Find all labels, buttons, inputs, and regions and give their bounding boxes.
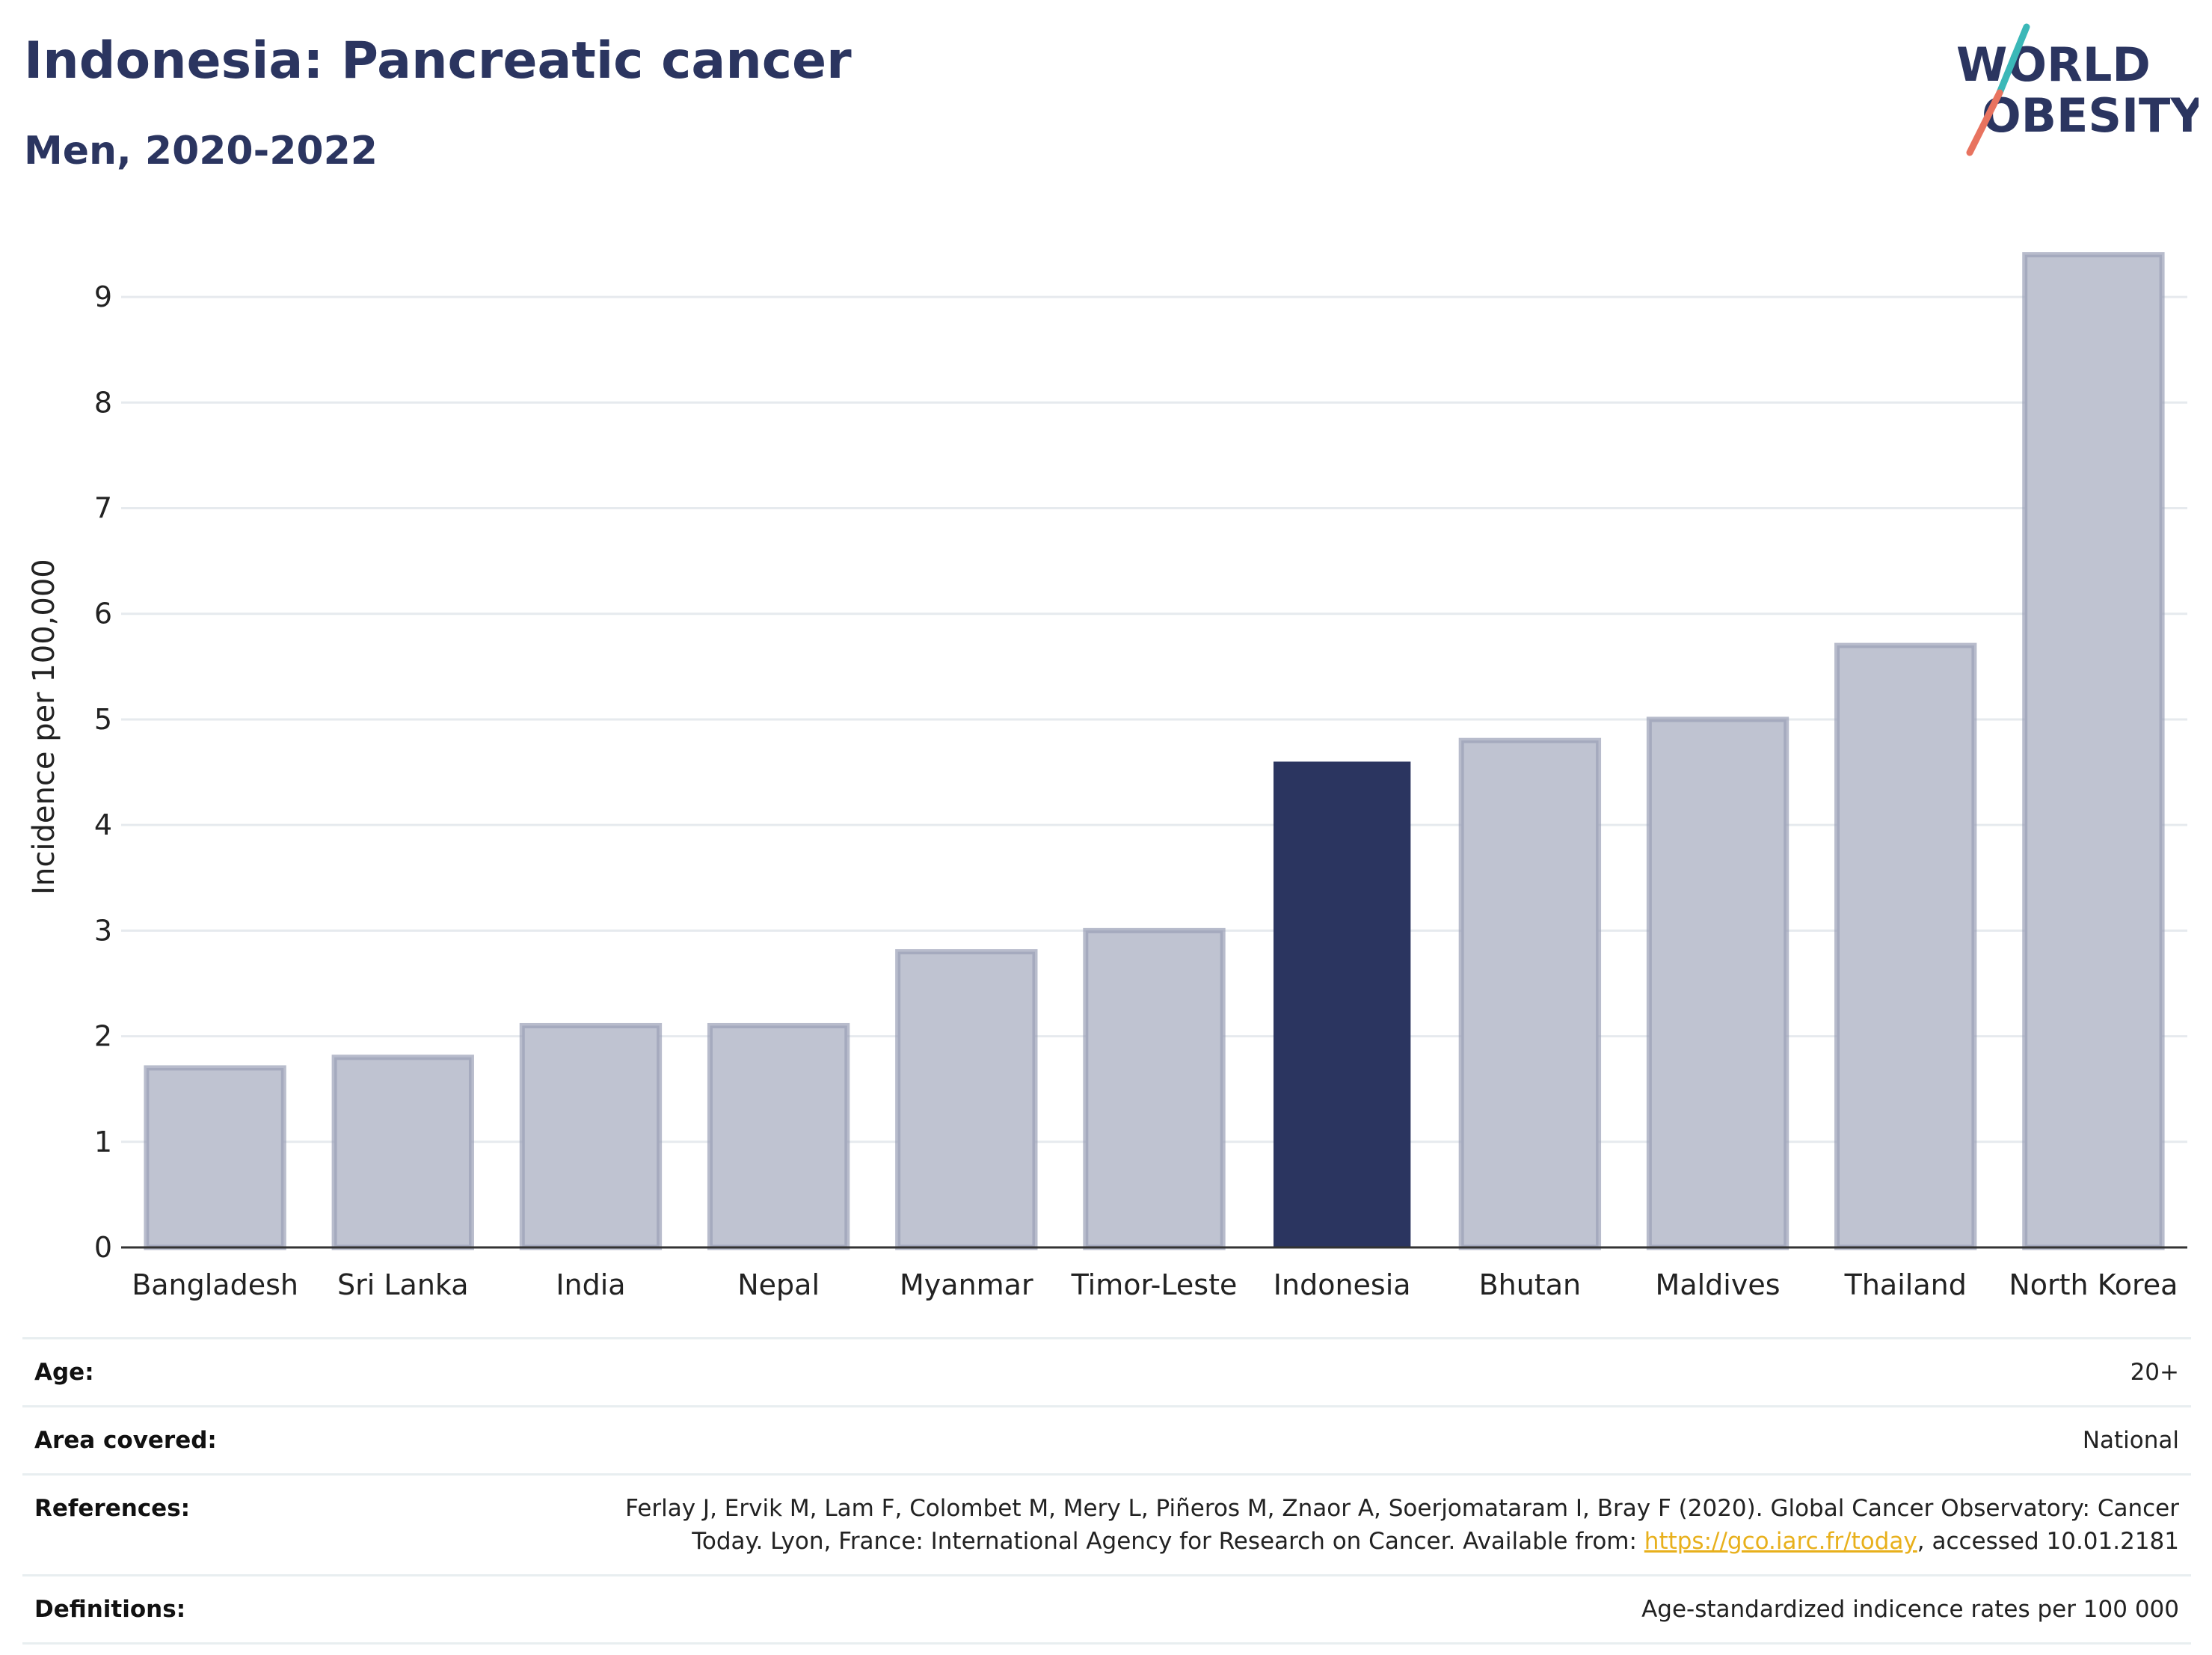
bar-india[interactable]: [519, 1022, 663, 1250]
references-label: References:: [34, 1495, 191, 1522]
bar-north-korea[interactable]: [2022, 252, 2165, 1250]
logo-slash-coral: [1966, 89, 2003, 156]
age-value: 20+: [2130, 1359, 2179, 1386]
references-value: Ferlay J, Ervik M, Lam F, Colombet M, Me…: [549, 1492, 2179, 1558]
references-link[interactable]: https://gco.iarc.fr/today: [1644, 1528, 1917, 1555]
logo-text-world: WORLD: [1956, 37, 2151, 92]
bar-timor-leste[interactable]: [1083, 927, 1226, 1250]
info-table: Age: 20+ Area covered: National Referenc…: [22, 1337, 2191, 1645]
world-obesity-logo: WORLD OBESITY: [1956, 23, 2199, 156]
bar-sri-lanka[interactable]: [331, 1054, 474, 1250]
x-tick-label: Myanmar: [900, 1268, 1033, 1301]
bar-bhutan[interactable]: [1458, 737, 1602, 1250]
y-tick-label: 6: [94, 598, 112, 630]
y-tick-label: 2: [94, 1020, 112, 1053]
references-accessed: , accessed 10.01.2181: [1917, 1528, 2179, 1555]
bars: [144, 252, 2165, 1250]
x-tick-label: India: [556, 1268, 625, 1301]
bar-bangladesh[interactable]: [144, 1065, 286, 1250]
x-tick-label: Maldives: [1656, 1268, 1781, 1301]
references-text: Ferlay J, Ervik M, Lam F, Colombet M, Me…: [625, 1495, 2179, 1555]
x-tick-label: Bangladesh: [132, 1268, 298, 1301]
bar-thailand[interactable]: [1834, 642, 1977, 1250]
bar-nepal[interactable]: [707, 1022, 850, 1250]
y-axis-title: Incidence per 100,000: [27, 559, 61, 895]
chart-title: Indonesia: Pancreatic cancer: [24, 31, 852, 90]
age-label: Age:: [34, 1359, 94, 1386]
definitions-label: Definitions:: [34, 1596, 186, 1623]
y-tick-label: 0: [94, 1231, 112, 1264]
bar-maldives[interactable]: [1646, 716, 1789, 1250]
y-tick-label: 7: [94, 492, 112, 525]
x-tick-label: Bhutan: [1479, 1268, 1582, 1301]
logo-text-obesity: OBESITY: [1982, 88, 2199, 143]
info-row-definitions: Definitions: Age-standardized indicence …: [22, 1574, 2191, 1645]
y-tick-label: 4: [94, 808, 112, 841]
y-tick-label: 8: [94, 386, 112, 419]
x-tick-label: Thailand: [1844, 1268, 1967, 1301]
y-tick-label: 9: [94, 280, 112, 313]
x-tick-label: Sri Lanka: [337, 1268, 469, 1301]
info-row-references: References: Ferlay J, Ervik M, Lam F, Co…: [22, 1473, 2191, 1574]
definitions-value: Age-standardized indicence rates per 100…: [1641, 1596, 2179, 1623]
x-tick-label: Nepal: [737, 1268, 820, 1301]
x-tick-label: North Korea: [2009, 1268, 2178, 1301]
y-tick-label: 5: [94, 703, 112, 736]
area-value: National: [2082, 1427, 2179, 1454]
bar-chart: 0 1 2 3 4 5 6 7 8 9 Bangladesh Sri Lanka India Nepal M…: [27, 252, 2187, 1301]
bar-myanmar[interactable]: [895, 949, 1038, 1250]
axes: 0 1 2 3 4 5 6 7 8 9 Bangladesh Sri Lanka India Nepal M…: [94, 280, 2187, 1301]
logo-slash-teal: [1996, 23, 2030, 96]
x-tick-label: Timor-Leste: [1071, 1268, 1238, 1301]
x-tick-label: Indonesia: [1274, 1268, 1411, 1301]
bar-indonesia[interactable]: [1274, 761, 1411, 1247]
chart-subtitle: Men, 2020-2022: [24, 129, 378, 174]
area-label: Area covered:: [34, 1427, 217, 1454]
y-tick-label: 1: [94, 1126, 112, 1158]
info-row-area: Area covered: National: [22, 1405, 2191, 1473]
y-tick-label: 3: [94, 914, 112, 947]
info-row-age: Age: 20+: [22, 1337, 2191, 1405]
